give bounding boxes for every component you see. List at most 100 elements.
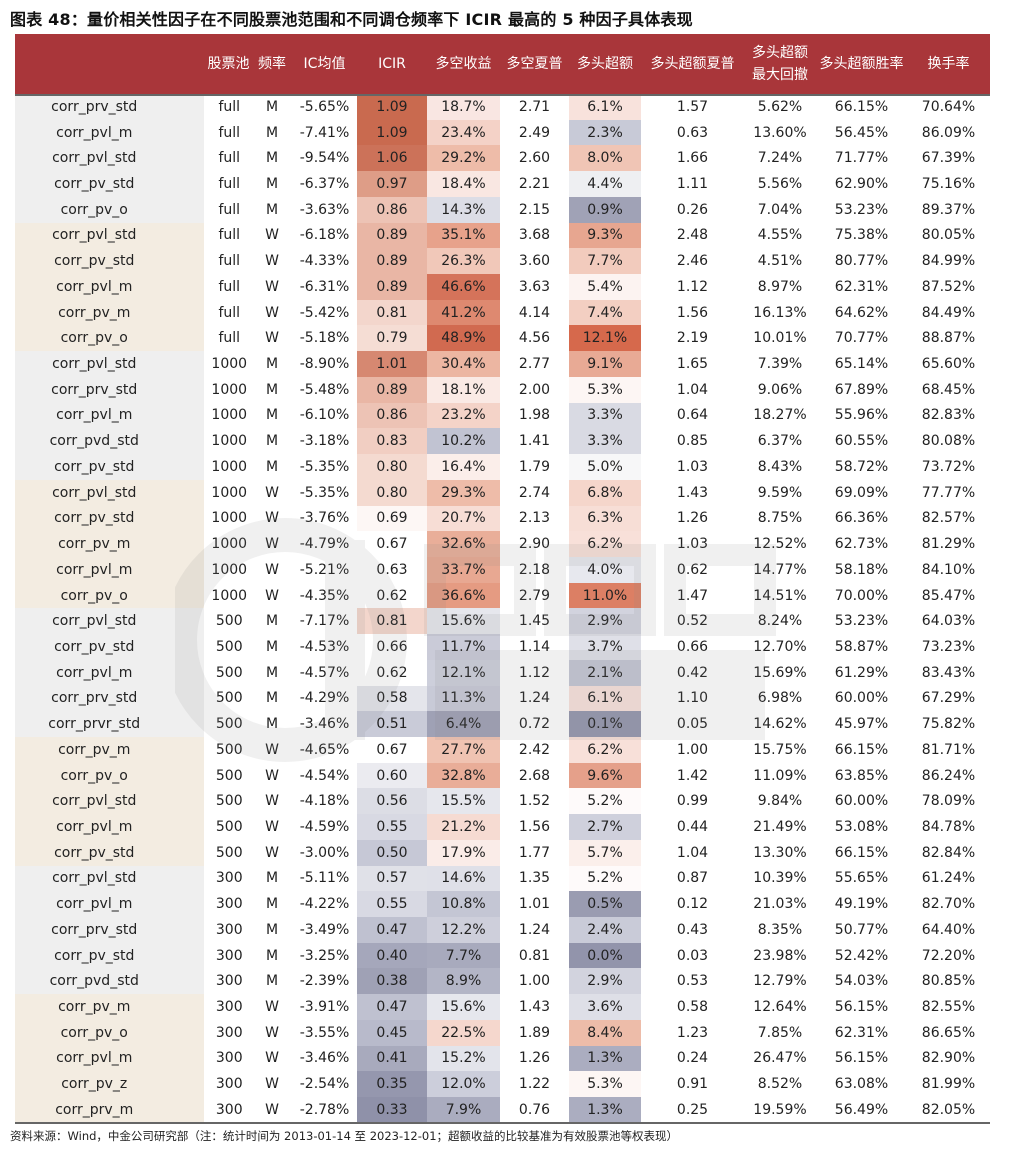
long-short-sharpe-cell: 1.24 [518,921,551,938]
long-excess-sharpe-cell: 0.62 [676,561,709,578]
table-row: corr_prv_std 300 M -3.49% 0.47 12.2% 1.24 2.4% 0… [15,917,990,943]
long-short-return-cell: 29.3% [427,479,500,506]
turnover-cell: 84.10% [921,561,976,578]
table-row: corr_prv_m 300 W -2.78% 0.33 7.9% 0.76 1.3% 0.25… [15,1097,990,1123]
turnover-cell: 84.49% [921,304,976,321]
long-excess-sharpe-cell: 0.42 [676,664,709,681]
long-short-return-cell: 8.9% [427,968,500,995]
icir-cell: 1.09 [357,119,427,146]
long-excess-sharpe-cell: 1.43 [676,484,709,501]
long-excess-sharpe-cell: 1.57 [676,98,709,115]
icir-cell: 0.66 [357,634,427,660]
table-row: corr_pv_std full M -6.37% 0.97 18.4% 2.21 4.4% 1… [15,171,990,197]
factor-name-cell: corr_pvl_m [15,659,207,686]
factor-name-cell: corr_prv_std [15,917,207,943]
icir-cell: 0.79 [357,325,427,352]
long-short-sharpe-cell: 1.56 [518,818,551,835]
header-factor [15,34,205,94]
long-short-return-cell: 11.7% [427,634,500,660]
icir-cell: 0.67 [357,736,427,763]
turnover-cell: 81.99% [921,1076,976,1093]
long-excess-cell: 8.4% [569,1019,641,1046]
frequency-cell: M [265,176,279,193]
factor-name-cell: corr_pvl_std [15,351,207,377]
long-short-sharpe-cell: 1.14 [518,638,551,655]
long-short-return-cell: 18.4% [427,171,500,197]
frequency-cell: M [265,716,279,733]
icir-cell: 0.67 [357,531,427,557]
table-row: corr_pv_o 300 W -3.55% 0.45 22.5% 1.89 8.4% 1.23… [15,1019,990,1046]
icir-cell: 0.89 [357,222,427,249]
ic-mean-cell: -3.55% [299,1024,350,1041]
stock-pool-cell: 300 [204,865,252,892]
turnover-cell: 86.65% [921,1024,976,1041]
frequency-cell: W [265,253,279,270]
ic-mean-cell: -4.79% [299,536,350,553]
turnover-cell: 80.08% [921,433,976,450]
frequency-cell: W [265,227,279,244]
ic-mean-cell: -9.54% [299,150,350,167]
long-short-return-cell: 15.2% [427,1045,500,1072]
long-short-sharpe-cell: 2.77 [518,356,551,373]
icir-cell: 0.81 [357,608,427,635]
long-short-sharpe-cell: 3.68 [518,227,551,244]
icir-cell: 0.55 [357,891,427,917]
table-row: corr_pvl_m 300 W -3.46% 0.41 15.2% 1.26 1.3% 0.2… [15,1045,990,1072]
table-row: corr_prv_std 1000 M -5.48% 0.89 18.1% 2.00 5.3%… [15,376,990,403]
long-excess-win-rate-cell: 80.77% [834,253,889,270]
table-row: corr_pv_m 300 W -3.91% 0.47 15.6% 1.43 3.6% 0.58… [15,994,990,1020]
table-row: corr_pv_m full W -5.42% 0.81 41.2% 4.14 7.4% 1.5… [15,299,990,326]
table-row: corr_pv_std full W -4.33% 0.89 26.3% 3.60 7.7% 2… [15,248,990,275]
long-excess-max-drawdown-cell: 19.59% [753,1101,807,1118]
long-short-sharpe-cell: 2.71 [518,98,551,115]
factor-name-cell: corr_pv_o [15,762,207,789]
long-excess-win-rate-cell: 53.08% [834,818,889,835]
long-excess-win-rate-cell: 66.15% [834,741,889,758]
long-excess-sharpe-cell: 1.03 [676,458,709,475]
turnover-cell: 72.20% [921,947,976,964]
header-long-excess-win-rate: 多头超额胜率 [816,34,907,94]
long-excess-max-drawdown-cell: 6.37% [757,433,803,450]
table-row: corr_pvl_m 1000 M -6.10% 0.86 23.2% 1.98 3.3% 0.… [15,402,990,429]
long-excess-cell: 6.8% [569,479,641,506]
stock-pool-cell: 300 [204,917,252,943]
long-short-return-cell: 33.7% [427,556,500,583]
factor-name-cell: corr_pv_m [15,994,207,1020]
long-excess-cell: 2.1% [569,659,641,686]
long-short-return-cell: 27.7% [427,736,500,763]
long-short-return-cell: 46.6% [427,274,500,300]
long-excess-cell: 7.4% [569,299,641,326]
stock-pool-cell: full [204,274,252,300]
long-excess-sharpe-cell: 2.19 [676,330,709,347]
long-excess-sharpe-cell: 1.23 [676,1024,709,1041]
long-excess-max-drawdown-cell: 26.47% [753,1050,807,1067]
ic-mean-cell: -4.59% [299,818,350,835]
frequency-cell: W [265,587,279,604]
long-excess-sharpe-cell: 1.47 [676,587,709,604]
table-row: corr_pvd_std 1000 M -3.18% 0.83 10.2% 1.41 3.3%… [15,428,990,455]
long-short-sharpe-cell: 1.00 [518,973,551,990]
turnover-cell: 82.83% [921,407,976,424]
icir-cell: 0.60 [357,762,427,789]
long-excess-win-rate-cell: 62.31% [834,278,889,295]
turnover-cell: 82.55% [921,999,976,1016]
ic-mean-cell: -3.46% [299,716,350,733]
long-short-sharpe-cell: 1.43 [518,999,551,1016]
frequency-cell: M [265,98,279,115]
turnover-cell: 70.64% [921,98,976,115]
header-frequency: 频率 [252,34,292,94]
turnover-cell: 84.99% [921,253,976,270]
long-excess-sharpe-cell: 0.25 [676,1101,709,1118]
long-excess-max-drawdown-cell: 13.60% [753,124,807,141]
stock-pool-cell: 500 [204,634,252,660]
source-footnote: 资料来源：Wind，中金公司研究部（注：统计时间为 2013-01-14 至 2… [10,1129,679,1143]
ic-mean-cell: -4.53% [299,638,350,655]
header-icir: ICIR [357,34,427,94]
long-short-return-cell: 18.1% [427,376,500,403]
factor-name-cell: corr_pvd_std [15,428,207,455]
long-short-return-cell: 14.3% [427,196,500,223]
stock-pool-cell: 500 [204,839,252,866]
long-excess-win-rate-cell: 58.87% [834,638,889,655]
icir-cell: 0.41 [357,1045,427,1072]
icir-cell: 1.01 [357,351,427,377]
